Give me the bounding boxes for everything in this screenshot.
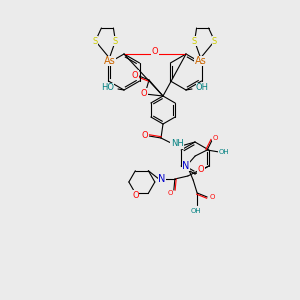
Text: HO: HO (101, 83, 114, 92)
Text: NH: NH (171, 140, 183, 148)
Text: O: O (142, 131, 148, 140)
Text: N: N (158, 174, 166, 184)
Text: O: O (209, 194, 215, 200)
Text: As: As (195, 56, 206, 66)
Text: OH: OH (191, 208, 202, 214)
Text: O: O (212, 135, 218, 141)
Text: S: S (192, 37, 197, 46)
Text: O: O (167, 190, 172, 196)
Text: S: S (93, 37, 98, 46)
Text: S: S (212, 37, 217, 46)
Text: O: O (152, 47, 158, 56)
Text: S: S (113, 37, 118, 46)
Text: N: N (182, 161, 190, 171)
Text: As: As (103, 56, 115, 66)
Text: O: O (197, 166, 204, 175)
Text: O: O (132, 191, 139, 200)
Text: OH: OH (219, 149, 230, 155)
Text: O: O (132, 70, 138, 80)
Text: OH: OH (196, 83, 209, 92)
Text: O: O (141, 88, 147, 98)
